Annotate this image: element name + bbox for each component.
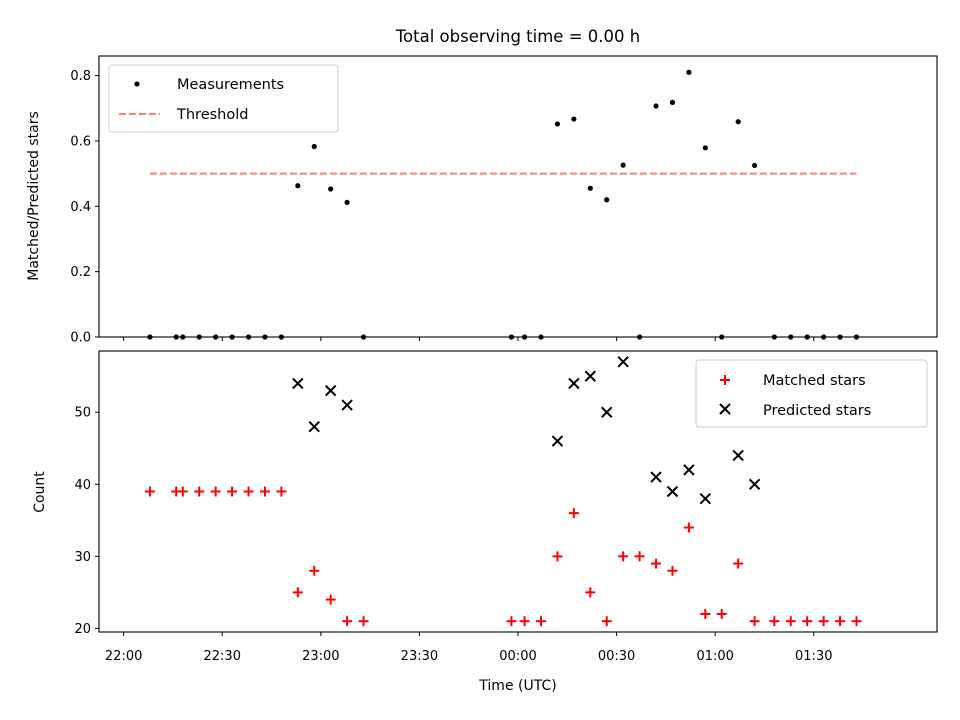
matched-star-point: [634, 551, 645, 562]
top-y-tick-label: 0.2: [70, 265, 91, 280]
predicted-star-point: [748, 478, 761, 491]
matched-star-point: [309, 565, 320, 576]
predicted-star-point: [584, 370, 597, 382]
matched-star-point: [568, 508, 579, 519]
measurement-point: [686, 69, 692, 75]
measurement-point: [702, 145, 708, 151]
bottom-y-tick-label: 30: [74, 550, 91, 565]
top-y-tick-label: 0.0: [70, 331, 91, 346]
chart-title: Total observing time = 0.00 h: [395, 27, 640, 46]
top-y-axis-title: Matched/Predicted stars: [26, 111, 42, 281]
matched-star-point: [785, 616, 796, 627]
matched-star-point: [716, 608, 727, 619]
bottom-y-tick-label: 40: [74, 478, 91, 493]
predicted-star-point: [683, 464, 695, 476]
matched-star-point: [519, 616, 530, 627]
measurement-point: [344, 199, 350, 205]
top-y-tick-label: 0.8: [70, 69, 91, 84]
matched-star-point: [618, 551, 629, 562]
matched-star-point: [177, 486, 188, 497]
measurement-point: [328, 186, 334, 192]
top-legend-box: [108, 64, 339, 133]
measurement-point: [311, 143, 317, 150]
matched-star-point: [667, 565, 678, 576]
matched-star-point: [802, 616, 813, 627]
matched-star-point: [749, 616, 760, 627]
matched-star-point: [292, 587, 303, 598]
x-axis-title: Time (UTC): [478, 678, 556, 694]
predicted-star-point: [699, 492, 712, 505]
matched-star-point: [259, 486, 270, 497]
matched-star-point: [818, 616, 829, 627]
measurement-point: [752, 162, 758, 169]
bottom-y-tick-label: 20: [74, 622, 91, 637]
matched-star-point: [536, 616, 547, 627]
legend-matched-label: Matched stars: [763, 373, 866, 389]
matched-star-point: [144, 486, 155, 497]
matched-star-point: [851, 616, 862, 627]
matched-star-point: [552, 551, 563, 562]
measurement-point: [295, 183, 301, 189]
legend-predicted-marker: [719, 403, 731, 415]
measurement-point: [587, 185, 593, 191]
predicted-star-point: [292, 377, 304, 390]
x-tick-label: 23:00: [302, 649, 339, 664]
measurement-point: [735, 119, 741, 125]
matched-star-point: [342, 616, 353, 627]
legend-measurements-marker: [134, 81, 140, 87]
predicted-star-point: [341, 399, 353, 411]
predicted-star-point: [324, 384, 337, 397]
x-tick-label: 00:00: [499, 649, 536, 664]
predicted-star-point: [308, 420, 320, 433]
measurement-point: [604, 197, 610, 203]
matched-star-point: [227, 486, 238, 497]
x-tick-label: 22:00: [105, 649, 142, 664]
x-tick-label: 23:30: [401, 649, 438, 664]
bottom-y-axis-title: Count: [32, 471, 48, 513]
measurement-point: [653, 103, 659, 109]
predicted-star-point: [666, 485, 679, 498]
matched-star-point: [506, 616, 517, 627]
matched-star-point: [210, 486, 221, 497]
matched-star-point: [683, 522, 694, 533]
matched-star-point: [651, 558, 662, 569]
bottom-y-tick-label: 50: [74, 406, 91, 421]
matched-star-point: [194, 486, 205, 497]
legend-predicted-label: Predicted stars: [763, 403, 871, 419]
x-tick-label: 01:00: [696, 649, 733, 664]
matched-star-point: [700, 608, 711, 619]
bottom-legend-box: [695, 359, 928, 428]
matched-star-point: [835, 616, 846, 627]
matched-star-point: [325, 594, 336, 605]
x-tick-label: 00:30: [598, 649, 635, 664]
predicted-star-point: [650, 471, 662, 483]
top-y-tick-label: 0.4: [70, 200, 91, 215]
plot-area: 0.0 0.2 0.4 0.6 0.8 Measurements Threshold 20 30…: [70, 55, 938, 664]
predicted-star-point: [732, 449, 744, 462]
predicted-star-point: [617, 356, 629, 368]
measurement-point: [620, 162, 626, 168]
matched-star-point: [585, 587, 596, 598]
legend-threshold-label: Threshold: [176, 107, 248, 123]
matched-star-point: [276, 486, 287, 497]
top-y-tick-label: 0.6: [70, 134, 91, 149]
matched-star-point: [601, 616, 612, 627]
predicted-star-point: [568, 377, 580, 390]
predicted-star-point: [601, 406, 613, 418]
matched-star-point: [733, 558, 744, 569]
legend-matched-marker: [720, 375, 730, 385]
x-tick-label: 01:30: [795, 649, 832, 664]
measurement-point: [669, 99, 676, 105]
legend-measurements-label: Measurements: [177, 77, 284, 93]
matched-star-point: [358, 616, 369, 627]
matched-star-point: [243, 486, 254, 497]
predicted-star-point: [551, 435, 564, 447]
measurement-point: [571, 116, 577, 122]
x-tick-label: 22:30: [204, 649, 241, 664]
matched-star-point: [769, 616, 780, 627]
measurement-point: [554, 121, 561, 127]
